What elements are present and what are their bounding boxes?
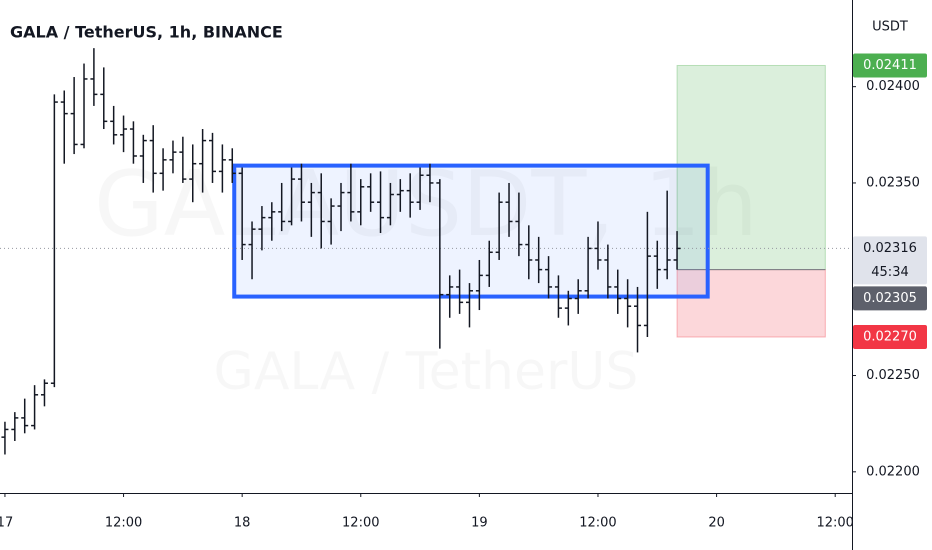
stop-zone: [676, 269, 826, 338]
y-tick-label: 0.02200: [866, 464, 920, 479]
axis-unit: USDT: [872, 20, 908, 35]
price-badge: [853, 286, 927, 311]
price-badge: [853, 53, 927, 78]
x-tick-label: 18: [234, 516, 251, 531]
price-badge-label: 0.02305: [863, 291, 917, 306]
price-badge: [853, 236, 927, 285]
x-tick-label: 20: [708, 516, 725, 531]
x-tick-label: 12:00: [816, 516, 853, 531]
price-badge-label: 0.02316: [863, 241, 917, 256]
watermark: GALA / TetherUS: [214, 342, 639, 402]
price-badge-label: 0.02270: [863, 330, 917, 345]
y-tick-label: 0.02400: [866, 79, 920, 94]
y-tick-label: 0.02250: [866, 368, 920, 383]
range-box: [232, 163, 710, 299]
x-tick-label: 17: [0, 516, 13, 531]
x-tick-label: 12:00: [105, 516, 142, 531]
chart-title: GALA / TetherUS, 1h, BINANCE: [10, 23, 283, 42]
x-tick-label: 12:00: [342, 516, 379, 531]
y-tick-label: 0.02350: [866, 175, 920, 190]
x-tick-label: 12:00: [579, 516, 616, 531]
price-badge-label: 0.02411: [863, 58, 917, 73]
price-badge: [853, 325, 927, 350]
countdown: 45:34: [871, 265, 908, 280]
x-tick-label: 19: [471, 516, 488, 531]
